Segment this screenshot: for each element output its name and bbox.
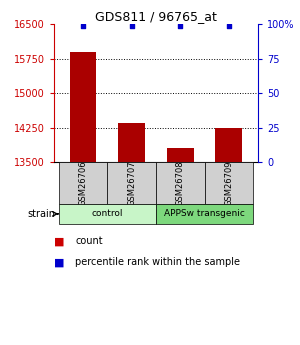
Bar <box>70 52 97 162</box>
Text: ■: ■ <box>54 257 64 267</box>
Text: APPSw transgenic: APPSw transgenic <box>164 209 245 218</box>
Bar <box>205 162 253 204</box>
Title: GDS811 / 96765_at: GDS811 / 96765_at <box>95 10 217 23</box>
Bar <box>215 128 242 162</box>
Text: ■: ■ <box>54 237 64 246</box>
Text: GSM26709: GSM26709 <box>224 160 233 206</box>
Text: GSM26706: GSM26706 <box>79 160 88 206</box>
Bar <box>107 162 156 204</box>
Text: count: count <box>75 237 103 246</box>
Bar <box>59 162 107 204</box>
Text: GSM26708: GSM26708 <box>176 160 185 206</box>
Text: control: control <box>92 209 123 218</box>
Point <box>226 23 231 28</box>
Point <box>129 23 134 28</box>
Bar <box>59 204 156 224</box>
Bar <box>167 148 194 162</box>
Point <box>178 23 183 28</box>
Bar <box>156 162 205 204</box>
Point <box>81 23 85 28</box>
Text: percentile rank within the sample: percentile rank within the sample <box>75 257 240 267</box>
Text: GSM26707: GSM26707 <box>127 160 136 206</box>
Bar <box>118 123 145 162</box>
Bar <box>156 204 253 224</box>
Text: strain: strain <box>27 209 55 219</box>
